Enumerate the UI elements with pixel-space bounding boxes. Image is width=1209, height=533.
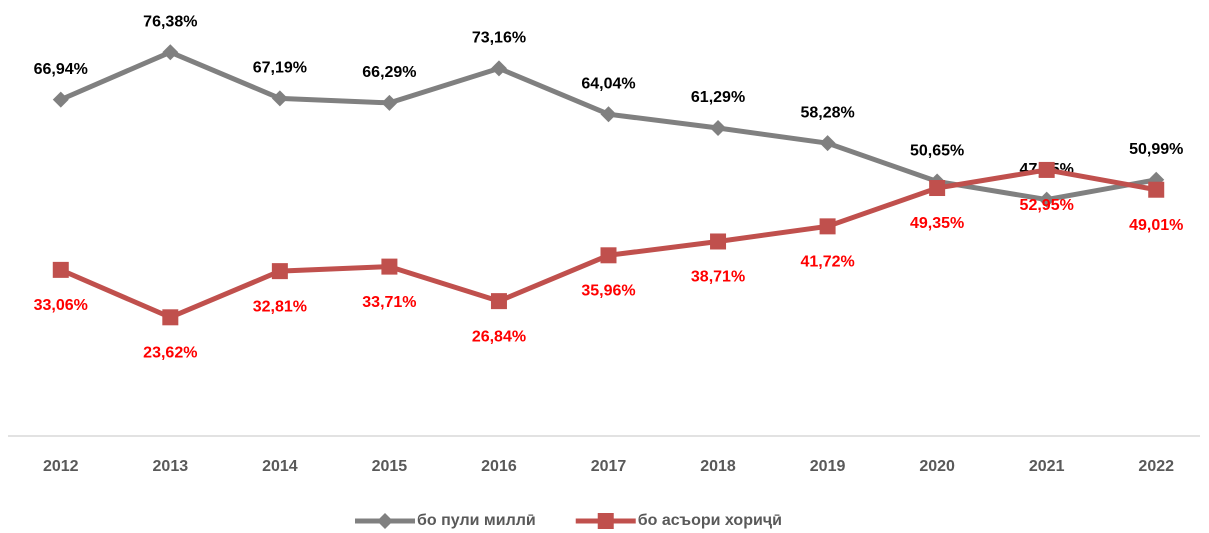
marker bbox=[710, 120, 727, 137]
x-tick-label: 2018 bbox=[700, 458, 736, 475]
data-label: 64,04% bbox=[581, 75, 635, 92]
data-label: 50,99% bbox=[1129, 141, 1183, 158]
x-tick-label: 2015 bbox=[372, 458, 408, 475]
marker bbox=[271, 90, 288, 107]
marker bbox=[597, 513, 614, 529]
data-label: 67,19% bbox=[253, 60, 307, 77]
x-tick-label: 2017 bbox=[591, 458, 627, 475]
marker bbox=[819, 135, 836, 152]
marker bbox=[710, 233, 727, 250]
data-label: 66,94% bbox=[34, 61, 88, 78]
marker bbox=[1148, 181, 1165, 198]
data-label: 38,71% bbox=[691, 269, 745, 286]
data-label: 49,01% bbox=[1129, 217, 1183, 234]
x-tick-label: 2012 bbox=[43, 458, 79, 475]
data-label: 23,62% bbox=[143, 345, 197, 362]
data-label: 33,06% bbox=[34, 297, 88, 314]
marker bbox=[162, 44, 179, 61]
marker bbox=[1038, 191, 1055, 208]
data-label: 49,35% bbox=[910, 215, 964, 232]
x-tick-label: 2020 bbox=[919, 458, 955, 475]
data-label: 58,28% bbox=[800, 104, 854, 121]
marker bbox=[929, 180, 946, 197]
data-label: 61,29% bbox=[691, 89, 745, 106]
data-label: 33,71% bbox=[362, 294, 416, 311]
marker bbox=[600, 106, 617, 123]
data-label: 26,84% bbox=[472, 328, 526, 345]
marker bbox=[381, 94, 398, 111]
legend-label: бо асъори хориҷӣ bbox=[638, 512, 782, 529]
data-label: 52,95% bbox=[1020, 197, 1074, 214]
data-label: 50,65% bbox=[910, 143, 964, 160]
x-tick-label: 2019 bbox=[810, 458, 846, 475]
x-tick-label: 2021 bbox=[1029, 458, 1065, 475]
data-label: 66,29% bbox=[362, 64, 416, 81]
marker bbox=[1038, 161, 1055, 178]
data-label: 76,38% bbox=[143, 13, 197, 30]
marker bbox=[271, 263, 288, 280]
marker bbox=[52, 91, 69, 108]
data-label: 41,72% bbox=[800, 254, 854, 271]
x-tick-label: 2014 bbox=[262, 458, 298, 475]
marker bbox=[52, 261, 69, 278]
x-tick-label: 2022 bbox=[1138, 458, 1174, 475]
marker bbox=[490, 60, 507, 77]
marker bbox=[819, 218, 836, 235]
x-tick-label: 2016 bbox=[481, 458, 517, 475]
legend-label: бо пули миллӣ bbox=[417, 512, 536, 529]
marker bbox=[381, 258, 398, 275]
x-tick-label: 2013 bbox=[153, 458, 189, 475]
marker bbox=[162, 309, 179, 326]
marker bbox=[377, 513, 393, 529]
data-label: 32,81% bbox=[253, 298, 307, 315]
marker bbox=[490, 293, 507, 310]
data-label: 35,96% bbox=[581, 283, 635, 300]
data-label: 73,16% bbox=[472, 30, 526, 47]
marker bbox=[600, 247, 617, 264]
